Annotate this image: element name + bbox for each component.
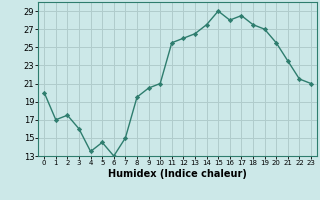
X-axis label: Humidex (Indice chaleur): Humidex (Indice chaleur)	[108, 169, 247, 179]
